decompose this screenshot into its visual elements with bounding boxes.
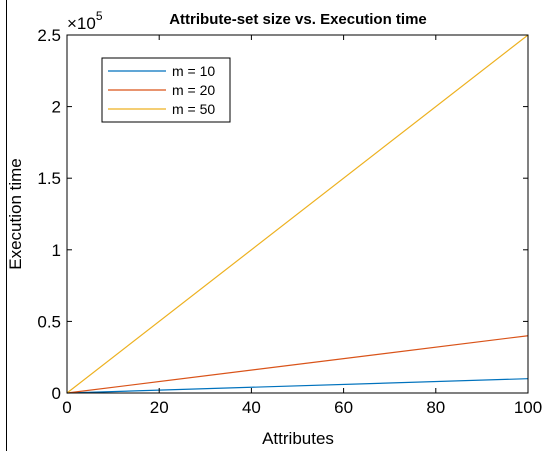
legend: m = 10 m = 20 m = 50: [101, 57, 231, 123]
x-tick-label: 40: [242, 398, 261, 417]
y-tick-label: 0: [52, 384, 61, 403]
series-line-2: [66, 335, 529, 394]
series-line-1: [66, 378, 529, 394]
x-tick-label: 0: [62, 398, 71, 417]
y-axis-label: Execution time: [6, 158, 25, 270]
legend-items: m = 10 m = 20 m = 50: [108, 63, 215, 117]
y-tick-label: 1.5: [37, 169, 61, 188]
y-exponent-label: ×105: [67, 9, 103, 33]
series-line-3: [66, 34, 529, 394]
y-axis: 0 0.5 1 1.5 2 2.5: [37, 26, 528, 403]
x-tick-label: 20: [150, 398, 169, 417]
x-tick-label: 80: [426, 398, 445, 417]
y-exponent-power: 5: [96, 9, 103, 23]
y-tick-label: 0.5: [37, 312, 61, 331]
x-tick-label: 60: [334, 398, 353, 417]
plot-area-frame: [66, 34, 529, 394]
y-tick-label: 2: [52, 98, 61, 117]
chart-title: Attribute-set size vs. Execution time: [169, 11, 427, 28]
y-tick-label: 2.5: [37, 26, 61, 45]
y-tick-label: 1: [52, 241, 61, 260]
legend-label: m = 10: [172, 63, 215, 79]
x-axis: 0 20 40 60 80 100: [62, 35, 542, 417]
legend-label: m = 50: [172, 101, 215, 117]
x-tick-label: 100: [514, 398, 542, 417]
series-layer: [66, 34, 529, 394]
y-exponent-base: ×10: [67, 14, 96, 33]
x-axis-label: Attributes: [262, 429, 334, 448]
legend-label: m = 20: [172, 82, 215, 98]
